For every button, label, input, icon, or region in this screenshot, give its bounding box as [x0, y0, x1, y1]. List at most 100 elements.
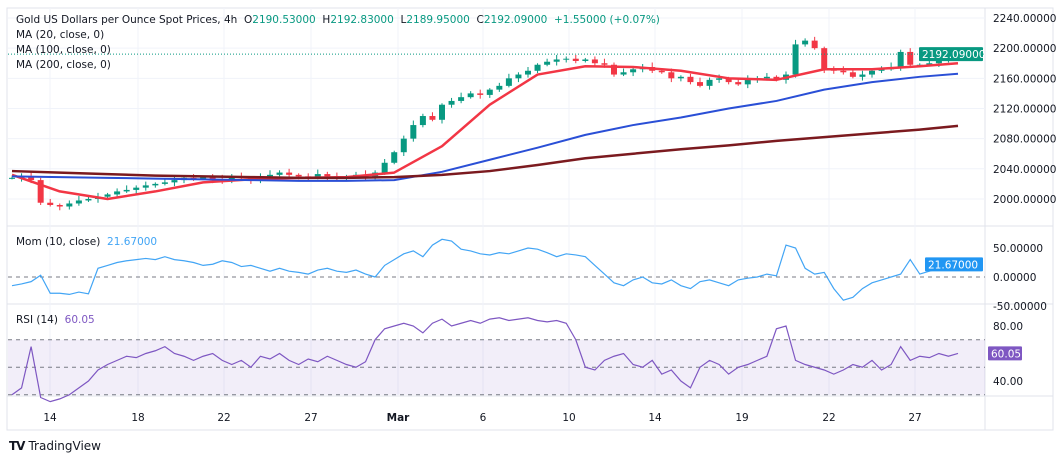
candle-body: [611, 64, 617, 75]
candle-body: [859, 74, 866, 77]
x-tick-label: 27: [908, 412, 921, 424]
mom-last-label: 21.67000: [928, 259, 978, 271]
last-price-label: 2192.09000: [922, 49, 985, 61]
candle-body: [439, 104, 445, 120]
candle-body: [716, 78, 723, 80]
candle-body: [869, 70, 875, 75]
price-tick-label: 2240.00000: [993, 13, 1056, 25]
candle-body: [66, 203, 73, 207]
candle-body: [907, 51, 914, 65]
candle-body: [763, 76, 770, 79]
symbol-title: Gold US Dollars per Ounce Spot Prices, 4…: [16, 14, 238, 26]
mom-legend[interactable]: Mom (10, close) 21.67000: [16, 236, 158, 248]
candle-body: [114, 191, 121, 195]
candle-body: [591, 59, 598, 64]
candle-body: [381, 162, 388, 173]
candle-body: [792, 44, 799, 75]
candle-body: [467, 93, 474, 98]
ma200-line: [11, 124, 959, 180]
candle-body: [486, 89, 493, 95]
x-tick-label: 18: [131, 412, 144, 424]
candle-body: [142, 185, 149, 188]
candle-body: [630, 69, 637, 73]
x-tick-label: Mar: [387, 412, 411, 424]
candle-body: [47, 202, 54, 205]
close-value: 2192.09000: [483, 14, 548, 26]
rsi-legend[interactable]: RSI (14) 60.05: [16, 314, 95, 326]
candle-body: [840, 70, 847, 73]
tradingview-logo[interactable]: TV TradingView: [9, 439, 101, 453]
candle-body: [601, 63, 608, 65]
open-value: 2190.53000: [252, 14, 316, 26]
candle-body: [677, 76, 684, 79]
candle-body: [725, 78, 732, 83]
candle-body: [821, 48, 828, 70]
x-tick-label: 19: [735, 412, 748, 424]
candle-body: [123, 189, 130, 192]
rsi-tick-label: 40.00: [993, 376, 1023, 388]
candle-body: [706, 79, 713, 86]
candle-body: [735, 82, 742, 85]
candle-body: [658, 70, 665, 73]
candle-body: [324, 174, 331, 177]
high-value: 2192.83000: [330, 14, 394, 26]
candle-body: [410, 125, 417, 139]
change-value: +1.55000 (+0.07%): [554, 14, 660, 26]
candle-body: [553, 59, 560, 62]
rsi-tick-label: 80.00: [993, 321, 1023, 333]
rsi-value: 60.05: [64, 314, 95, 326]
x-tick-label: 22: [822, 412, 835, 424]
x-tick-label: 22: [217, 412, 230, 424]
candle-body: [9, 177, 15, 179]
price-tick-label: 2040.00000: [993, 164, 1056, 176]
candle-body: [171, 180, 178, 183]
candle-body: [314, 174, 321, 178]
x-tick-label: 14: [43, 412, 57, 424]
candle-body: [773, 76, 780, 80]
ma200-legend[interactable]: MA (200, close, 0): [16, 59, 111, 71]
mom-tick-label: 0.00000: [993, 272, 1036, 284]
candle-body: [496, 85, 503, 90]
candle-body: [28, 176, 35, 181]
candle-body: [687, 76, 694, 83]
price-tick-label: 2200.00000: [993, 43, 1056, 55]
candle-body: [897, 51, 904, 68]
candle-body: [582, 59, 589, 61]
candle-body: [525, 70, 531, 75]
mom-line: [11, 238, 959, 301]
candle-body: [161, 182, 168, 184]
candle-body: [572, 58, 579, 61]
candle-body: [104, 194, 111, 197]
candle-body: [295, 174, 302, 177]
candle-body: [505, 78, 512, 86]
candle-body: [267, 174, 273, 177]
candle-body: [228, 176, 235, 181]
candle-body: [200, 177, 207, 179]
tradingview-logo-icon: TV: [9, 439, 26, 453]
mom-tick-label: -50.00000: [993, 301, 1047, 313]
candle-body: [458, 97, 465, 101]
candle-body: [935, 59, 942, 64]
price-tick-label: 2000.00000: [993, 194, 1056, 206]
candle-body: [534, 64, 541, 71]
candle-body: [133, 187, 140, 190]
candle-body: [75, 200, 82, 204]
ma20-legend[interactable]: MA (20, close, 0): [16, 29, 105, 41]
candle-body: [56, 204, 63, 207]
candle-body: [448, 100, 455, 105]
candle-body: [152, 183, 159, 186]
candle-body: [811, 40, 818, 49]
x-tick-label: 14: [648, 412, 662, 424]
candle-body: [515, 74, 522, 79]
candle-body: [878, 69, 885, 71]
ma100-legend[interactable]: MA (100, close, 0): [16, 44, 111, 56]
candle-body: [276, 172, 283, 175]
price-tick-label: 2160.00000: [993, 73, 1056, 85]
candle-body: [477, 93, 484, 95]
ma20-line: [11, 61, 959, 201]
candle-body: [400, 138, 407, 153]
main-legend: Gold US Dollars per Ounce Spot Prices, 4…: [16, 14, 660, 26]
mom-value: 21.67000: [107, 236, 158, 248]
